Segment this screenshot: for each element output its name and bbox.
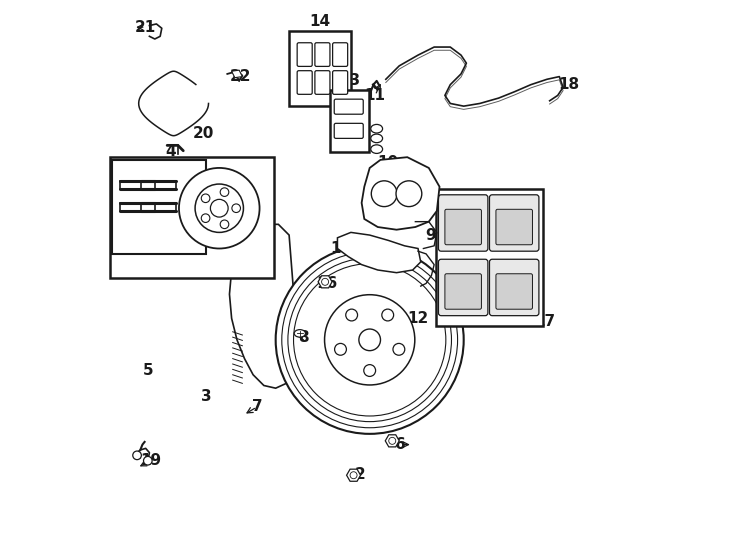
Circle shape	[220, 220, 229, 228]
Text: 13: 13	[339, 73, 360, 88]
Circle shape	[211, 199, 228, 217]
FancyBboxPatch shape	[334, 123, 363, 138]
Bar	[330, 90, 369, 152]
Text: 10: 10	[377, 155, 398, 170]
Text: 21: 21	[135, 19, 156, 35]
FancyBboxPatch shape	[297, 43, 312, 66]
Polygon shape	[232, 70, 242, 78]
Text: 5: 5	[142, 363, 153, 379]
Text: 7: 7	[252, 400, 262, 415]
FancyBboxPatch shape	[438, 259, 488, 316]
Text: 9: 9	[425, 227, 436, 242]
Text: 20: 20	[192, 125, 214, 140]
Circle shape	[144, 456, 152, 465]
FancyBboxPatch shape	[315, 43, 330, 66]
Text: 2: 2	[355, 467, 366, 482]
FancyBboxPatch shape	[496, 210, 532, 245]
Circle shape	[396, 181, 422, 207]
Ellipse shape	[276, 246, 464, 434]
Ellipse shape	[335, 343, 346, 355]
Text: 14: 14	[310, 14, 330, 29]
Text: 11: 11	[365, 88, 385, 103]
Polygon shape	[338, 232, 421, 273]
Ellipse shape	[371, 134, 382, 143]
Circle shape	[201, 194, 210, 202]
FancyBboxPatch shape	[333, 43, 348, 66]
Ellipse shape	[371, 145, 382, 153]
Polygon shape	[346, 469, 360, 481]
Text: 18: 18	[558, 77, 579, 92]
FancyBboxPatch shape	[333, 71, 348, 94]
Bar	[436, 190, 543, 326]
Text: 8: 8	[298, 329, 309, 345]
Text: 15: 15	[330, 241, 352, 256]
Polygon shape	[318, 276, 332, 288]
Circle shape	[133, 451, 142, 460]
Circle shape	[201, 214, 210, 222]
Ellipse shape	[364, 364, 376, 376]
Text: 17: 17	[535, 314, 556, 328]
Ellipse shape	[382, 309, 393, 321]
Ellipse shape	[324, 295, 415, 385]
FancyBboxPatch shape	[438, 195, 488, 251]
Circle shape	[371, 181, 397, 207]
Ellipse shape	[371, 124, 382, 133]
Text: 22: 22	[230, 69, 252, 84]
Text: 4: 4	[166, 144, 176, 159]
Ellipse shape	[294, 329, 305, 337]
Bar	[289, 31, 351, 106]
Text: 16: 16	[316, 276, 338, 291]
FancyBboxPatch shape	[490, 195, 539, 251]
Ellipse shape	[393, 343, 404, 355]
Circle shape	[195, 184, 244, 232]
Bar	[112, 160, 206, 254]
Circle shape	[220, 188, 229, 197]
Ellipse shape	[359, 329, 380, 350]
Polygon shape	[385, 435, 399, 447]
FancyBboxPatch shape	[490, 259, 539, 316]
Circle shape	[179, 168, 260, 248]
Text: 12: 12	[407, 311, 429, 326]
FancyBboxPatch shape	[297, 71, 312, 94]
Polygon shape	[362, 157, 440, 230]
Text: 1: 1	[375, 201, 385, 215]
FancyBboxPatch shape	[334, 99, 363, 114]
Ellipse shape	[346, 309, 357, 321]
FancyBboxPatch shape	[445, 274, 482, 309]
FancyBboxPatch shape	[315, 71, 330, 94]
Text: 6: 6	[395, 437, 406, 452]
FancyBboxPatch shape	[445, 210, 482, 245]
FancyBboxPatch shape	[496, 274, 532, 309]
Text: 19: 19	[140, 453, 161, 468]
Text: 3: 3	[200, 389, 211, 404]
Polygon shape	[230, 224, 300, 388]
Bar	[110, 157, 274, 278]
Circle shape	[232, 204, 241, 213]
